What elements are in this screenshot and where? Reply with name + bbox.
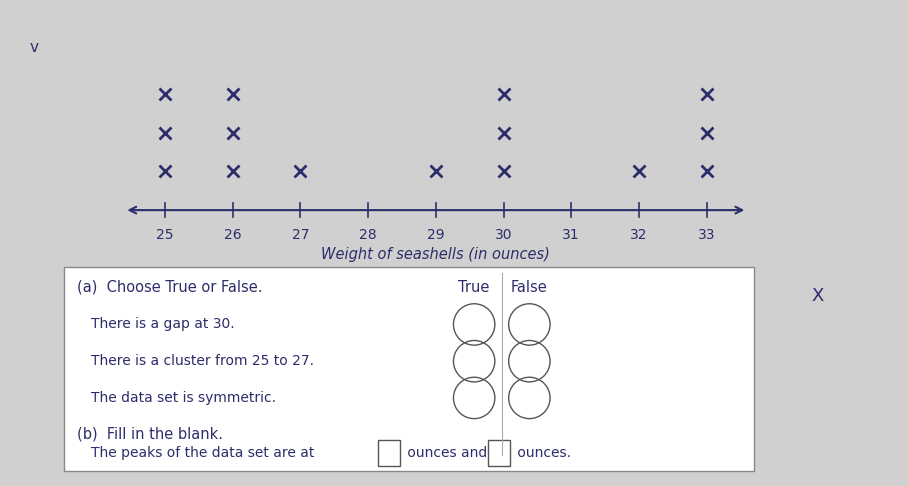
Text: Weight of seashells (in ounces): Weight of seashells (in ounces) — [321, 247, 550, 262]
Text: (b)  Fill in the blank.: (b) Fill in the blank. — [77, 427, 223, 441]
Text: (a)  Choose True or False.: (a) Choose True or False. — [77, 279, 262, 295]
Bar — [378, 440, 400, 467]
Text: 31: 31 — [562, 228, 580, 242]
FancyBboxPatch shape — [64, 267, 754, 471]
Text: 32: 32 — [630, 228, 647, 242]
Text: ounces and: ounces and — [403, 446, 492, 460]
Bar — [488, 440, 510, 467]
Text: There is a cluster from 25 to 27.: There is a cluster from 25 to 27. — [91, 354, 314, 368]
Text: 30: 30 — [495, 228, 512, 242]
Text: The peaks of the data set are at: The peaks of the data set are at — [91, 446, 319, 460]
Text: 28: 28 — [360, 228, 377, 242]
Text: 26: 26 — [224, 228, 242, 242]
Text: True: True — [459, 279, 489, 295]
Text: The data set is symmetric.: The data set is symmetric. — [91, 391, 276, 405]
Text: ounces.: ounces. — [514, 446, 571, 460]
Text: 29: 29 — [427, 228, 445, 242]
Text: There is a gap at 30.: There is a gap at 30. — [91, 317, 235, 331]
Text: 25: 25 — [156, 228, 173, 242]
Text: 33: 33 — [698, 228, 716, 242]
Text: X: X — [811, 287, 824, 306]
Text: False: False — [511, 279, 548, 295]
Text: 27: 27 — [291, 228, 310, 242]
Text: v: v — [30, 39, 39, 54]
